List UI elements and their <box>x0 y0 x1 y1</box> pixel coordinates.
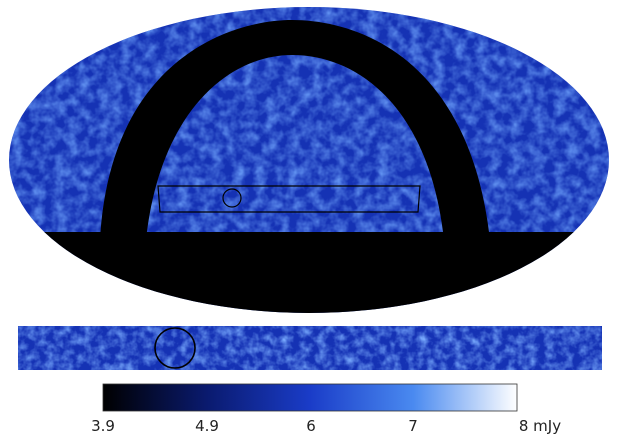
zoom-strip <box>18 326 602 370</box>
colorbar-gradient <box>102 383 518 412</box>
colorbar: 3.9 4.9 6 7 8 mJy <box>91 383 561 435</box>
colorbar-tick-label: 6 <box>306 417 316 435</box>
mollweide-map <box>9 7 609 313</box>
colorbar-tick-label: 4.9 <box>195 417 219 435</box>
arch-mask <box>100 20 490 240</box>
colorbar-tick-label: 8 mJy <box>519 417 561 435</box>
survey-field-outline <box>157 185 421 213</box>
zoom-target-circle <box>154 327 196 369</box>
southern-mask <box>9 232 609 313</box>
colorbar-tick-label: 3.9 <box>91 417 115 435</box>
colorbar-tick-label: 7 <box>408 417 418 435</box>
target-circle <box>222 188 242 208</box>
